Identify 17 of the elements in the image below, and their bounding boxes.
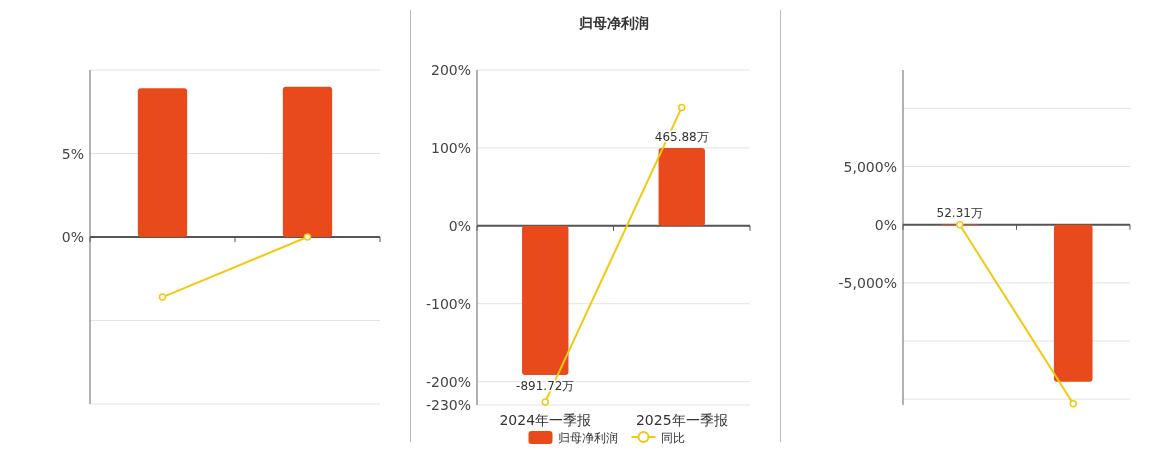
y-tick-label: -230% bbox=[425, 397, 471, 413]
legend-label: 归母净利润 bbox=[557, 431, 618, 445]
legend-label: 同比 bbox=[660, 431, 685, 445]
y-tick-label: -200% bbox=[425, 373, 471, 390]
data-label: 52.31万 bbox=[936, 206, 983, 221]
y-tick-label: -5,000% bbox=[838, 274, 897, 291]
x-tick-label: 2025年一季报 bbox=[635, 412, 728, 428]
y-tick-label: 100% bbox=[430, 139, 471, 156]
y-tick-label: 200% bbox=[430, 62, 471, 78]
y-tick-label: 0% bbox=[874, 216, 897, 233]
y-tick-label: 0% bbox=[448, 217, 471, 234]
y-tick-label: 0% bbox=[61, 229, 84, 245]
y-tick-label: 5,000% bbox=[843, 158, 897, 175]
y-tick-label: 5% bbox=[61, 145, 84, 162]
chart-title: 归母净利润 bbox=[577, 15, 649, 31]
y-tick-label: -100% bbox=[425, 295, 471, 312]
x-tick-label: 2024年一季报 bbox=[499, 412, 592, 428]
